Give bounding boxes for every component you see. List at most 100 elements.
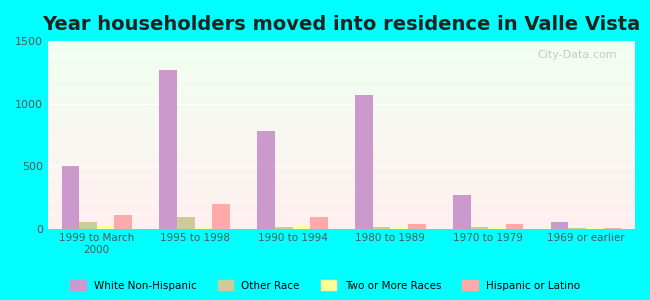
Bar [48, 86, 635, 87]
Bar [48, 222, 635, 223]
Bar [453, 195, 471, 229]
Bar [48, 117, 635, 118]
Legend: White Non-Hispanic, Other Race, Two or More Races, Hispanic or Latino: White Non-Hispanic, Other Race, Two or M… [66, 276, 584, 295]
Bar [48, 159, 635, 160]
Bar [48, 194, 635, 195]
Bar [48, 192, 635, 193]
Bar [48, 211, 635, 212]
Bar [114, 215, 132, 229]
Bar [48, 118, 635, 119]
Text: City-Data.com: City-Data.com [538, 50, 618, 61]
Bar [48, 186, 635, 187]
Bar [48, 220, 635, 221]
Bar [48, 43, 635, 44]
Bar [48, 81, 635, 82]
Bar [48, 49, 635, 50]
Bar [48, 64, 635, 65]
Bar [48, 158, 635, 159]
Bar [48, 125, 635, 126]
Bar [48, 221, 635, 222]
Bar [48, 131, 635, 132]
Bar [48, 123, 635, 124]
Bar [48, 206, 635, 207]
Bar [48, 74, 635, 75]
Bar [48, 45, 635, 46]
Bar [48, 196, 635, 197]
Bar [48, 89, 635, 90]
Bar [177, 217, 194, 229]
Bar [48, 93, 635, 94]
Bar [48, 200, 635, 201]
Bar [48, 83, 635, 84]
Bar [48, 208, 635, 209]
Bar [551, 222, 569, 229]
Bar [48, 112, 635, 113]
Bar [48, 140, 635, 141]
Bar [48, 167, 635, 168]
Bar [48, 202, 635, 203]
Bar [48, 146, 635, 147]
Bar [48, 61, 635, 62]
Bar [159, 70, 177, 229]
Bar [48, 172, 635, 173]
Bar [48, 109, 635, 110]
Bar [48, 46, 635, 47]
Bar [48, 136, 635, 137]
Bar [48, 181, 635, 182]
Bar [48, 160, 635, 161]
Bar [48, 169, 635, 170]
Bar [48, 157, 635, 158]
Bar [48, 73, 635, 74]
Bar [48, 111, 635, 112]
Bar [48, 55, 635, 56]
Bar [48, 216, 635, 217]
Bar [48, 137, 635, 138]
Bar [48, 169, 635, 170]
Bar [48, 41, 635, 42]
Bar [48, 78, 635, 79]
Bar [48, 152, 635, 153]
Bar [48, 145, 635, 146]
Bar [48, 65, 635, 66]
Bar [48, 82, 635, 83]
Bar [48, 166, 635, 167]
Bar [48, 85, 635, 86]
Bar [275, 227, 292, 229]
Bar [48, 132, 635, 133]
Bar [48, 205, 635, 206]
Bar [48, 153, 635, 154]
Bar [48, 124, 635, 125]
Bar [408, 224, 426, 229]
Bar [48, 134, 635, 135]
Bar [48, 175, 635, 176]
Bar [48, 173, 635, 174]
Title: Year householders moved into residence in Valle Vista: Year householders moved into residence i… [42, 15, 640, 34]
Bar [48, 47, 635, 48]
Bar [48, 119, 635, 120]
Bar [48, 135, 635, 136]
Bar [48, 48, 635, 49]
Bar [48, 201, 635, 202]
Bar [569, 228, 586, 229]
Bar [48, 163, 635, 164]
Bar [48, 107, 635, 108]
Bar [48, 44, 635, 45]
Bar [48, 151, 635, 152]
Bar [48, 185, 635, 186]
Bar [48, 223, 635, 224]
Bar [48, 68, 635, 69]
Bar [48, 84, 635, 85]
Bar [48, 114, 635, 115]
Bar [48, 52, 635, 53]
Bar [48, 130, 635, 131]
Bar [48, 141, 635, 142]
Bar [48, 150, 635, 151]
Bar [48, 209, 635, 210]
Bar [48, 189, 635, 190]
Bar [48, 62, 635, 63]
Bar [48, 133, 635, 134]
Bar [48, 76, 635, 77]
Bar [48, 198, 635, 199]
Bar [48, 161, 635, 162]
Bar [48, 187, 635, 188]
